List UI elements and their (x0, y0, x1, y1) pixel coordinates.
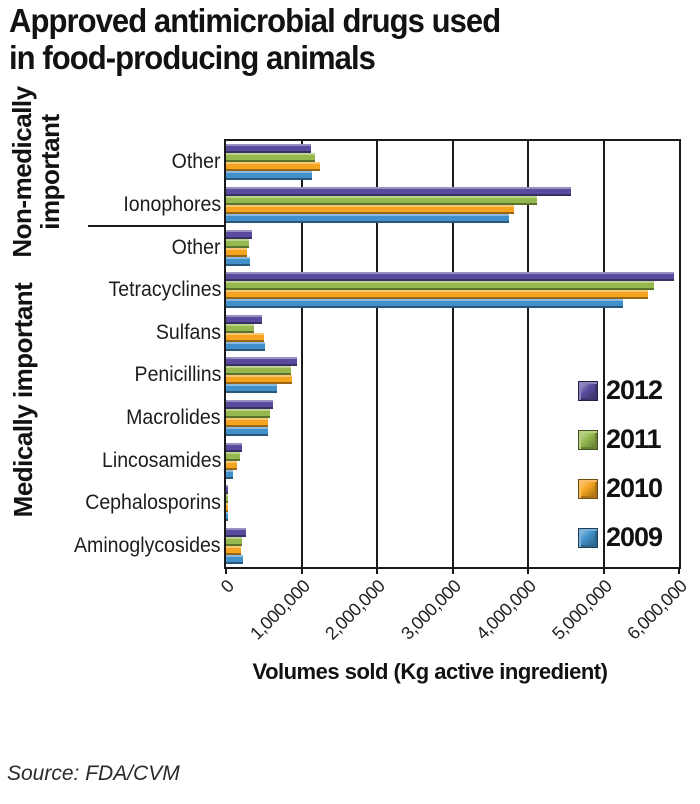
bar-2009 (226, 384, 277, 394)
tick-label: 1,000,000 (246, 576, 314, 644)
bar-2011 (226, 153, 316, 163)
bar-2012 (226, 272, 675, 282)
legend-swatch-2009 (578, 527, 598, 548)
bar-2011 (226, 408, 270, 418)
tick-label: 0 (217, 576, 239, 597)
bar-2010 (226, 204, 515, 214)
category-label: Macrolides (126, 405, 221, 429)
legend-label-2009: 2009 (606, 522, 663, 552)
category-label: Lincosamides (101, 448, 221, 472)
bar-2009 (226, 256, 251, 266)
category-label: Penicillins (134, 363, 221, 387)
bar-2011 (226, 536, 242, 546)
tick-label: 3,000,000 (397, 576, 465, 644)
tick-mark (225, 569, 227, 574)
bar-2012 (226, 527, 247, 537)
tick-mark (300, 569, 303, 574)
bar-2010 (226, 503, 228, 513)
bar-2011 (226, 366, 291, 376)
group-label-medically-important: Medically important (8, 282, 38, 518)
bar-2009 (226, 299, 624, 309)
bar-2010 (226, 545, 242, 555)
tick-label: 6,000,000 (623, 576, 692, 644)
group-separator (88, 225, 226, 228)
bar-2012 (226, 144, 311, 154)
legend-label-2010: 2010 (606, 473, 663, 503)
tick-mark (376, 569, 378, 574)
bar-2012 (226, 229, 252, 239)
gridline (451, 141, 454, 567)
x-axis-title: Volumes sold (Kg active ingredient) (252, 659, 608, 684)
bar-2010 (226, 247, 248, 257)
category-label: Ionophores (123, 192, 221, 216)
tick-mark (527, 569, 529, 574)
bar-2009 (226, 341, 265, 351)
chart-title: Approved antimicrobial drugs used in food… (9, 2, 501, 76)
category-label: Tetracyclines (108, 278, 221, 302)
bar-2009 (226, 554, 244, 564)
tick-mark (602, 569, 605, 574)
legend-label-2012: 2012 (606, 375, 663, 405)
source-line: Source: FDA/CVM (7, 762, 180, 785)
plot-area (224, 139, 681, 569)
bar-2012 (226, 186, 572, 196)
category-label: Other (172, 150, 221, 174)
bar-chart: Other Ionophores Other Tetracyclines Sulfans… (7, 86, 692, 644)
legend-swatch-2010 (578, 478, 598, 499)
bar-2009 (226, 469, 233, 479)
tick-mark (678, 569, 680, 574)
legend-swatch-2011 (578, 429, 598, 450)
tick-label: 5,000,000 (548, 576, 616, 644)
bar-2009 (226, 426, 268, 436)
bar-2011 (226, 494, 228, 504)
footnote: Source: FDA/CVM *Figure includes both pr… (7, 705, 570, 804)
bar-2011 (226, 451, 241, 461)
gridline (376, 141, 378, 567)
bar-2010 (226, 460, 238, 470)
bar-2012 (226, 314, 263, 324)
bar-2010 (226, 290, 649, 300)
bar-2010 (226, 417, 269, 427)
gridline (527, 141, 529, 567)
bar-2010 (226, 375, 292, 385)
legend-swatch-2012 (578, 380, 598, 401)
bar-2011 (226, 238, 249, 248)
bar-2012 (226, 442, 242, 452)
bar-2011 (226, 323, 254, 333)
legend-item-2009: 2009 (578, 522, 663, 553)
legend-item-2012: 2012 (578, 375, 663, 406)
bar-2012 (226, 485, 228, 495)
bar-2012 (226, 357, 297, 367)
chart-title-line2: in food-producing animals (9, 39, 376, 76)
bar-2011 (226, 195, 538, 205)
tick-label: 4,000,000 (472, 576, 541, 644)
tick-mark (451, 569, 454, 574)
chart-title-line1: Approved antimicrobial drugs used (9, 2, 501, 39)
bar-2011 (226, 281, 655, 291)
gridline (602, 141, 605, 567)
category-label: Other (172, 235, 221, 259)
bar-2009 (226, 213, 510, 223)
gridline (300, 141, 303, 567)
bar-2009 (226, 512, 228, 522)
bar-2012 (226, 399, 273, 409)
bar-2010 (226, 162, 320, 172)
bar-2010 (226, 332, 264, 342)
bar-2009 (226, 171, 313, 181)
tick-label: 2,000,000 (321, 576, 390, 644)
legend-item-2011: 2011 (578, 424, 662, 455)
legend-item-2010: 2010 (578, 473, 663, 504)
category-label: Sulfans (155, 320, 221, 344)
category-label: Cephalosporins (85, 491, 221, 515)
category-label: Aminoglycosides (74, 533, 221, 557)
legend-label-2011: 2011 (606, 424, 662, 454)
